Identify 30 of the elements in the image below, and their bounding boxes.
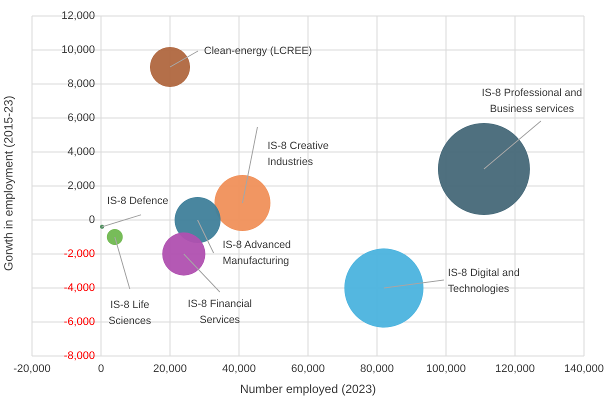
- x-tick-label: -20,000: [13, 362, 51, 375]
- y-tick-label: 8,000: [67, 78, 95, 90]
- x-tick-label: 120,000: [495, 362, 535, 375]
- y-tick-label: -6,000: [64, 316, 95, 328]
- x-tick-label: 140,000: [564, 362, 604, 375]
- text: IS-8 Life Sciences: [108, 298, 152, 327]
- x-axis-title: Number employed (2023): [240, 382, 376, 396]
- x-tick-label: 20,000: [153, 362, 187, 375]
- y-tick-label: 2,000: [67, 180, 95, 192]
- x-tick-label: 80,000: [360, 362, 394, 375]
- y-tick-label: -8,000: [64, 350, 95, 362]
- series-label: IS-8 Defence: [107, 194, 168, 207]
- x-tick-label: 60,000: [291, 362, 325, 375]
- series-label: IS-8 Advanced Manufacturing: [222, 238, 292, 267]
- series-label: IS-8 Professional and Business services: [482, 86, 582, 115]
- y-tick-label: 10,000: [61, 44, 95, 56]
- text: IS-8 Digital and Technologies: [448, 266, 520, 295]
- text: IS-8 Financial Services: [188, 298, 252, 326]
- x-tick-label: 0: [98, 362, 104, 375]
- y-tick-label: -4,000: [64, 282, 95, 294]
- x-tick-label: 40,000: [222, 362, 256, 375]
- series-label: Clean-energy (LCREE): [204, 44, 312, 57]
- series-label: IS-8 Creative Industries: [267, 140, 329, 168]
- y-axis-title: Gorwth in employment (2015-23): [1, 96, 16, 271]
- y-tick-label: 0: [88, 214, 95, 226]
- y-tick-label: -2,000: [64, 248, 95, 260]
- x-tick-label: 100,000: [426, 362, 466, 375]
- y-tick-label: 4,000: [67, 146, 95, 158]
- y-tick-label: 12,000: [61, 10, 95, 22]
- y-tick-label: 6,000: [67, 112, 95, 124]
